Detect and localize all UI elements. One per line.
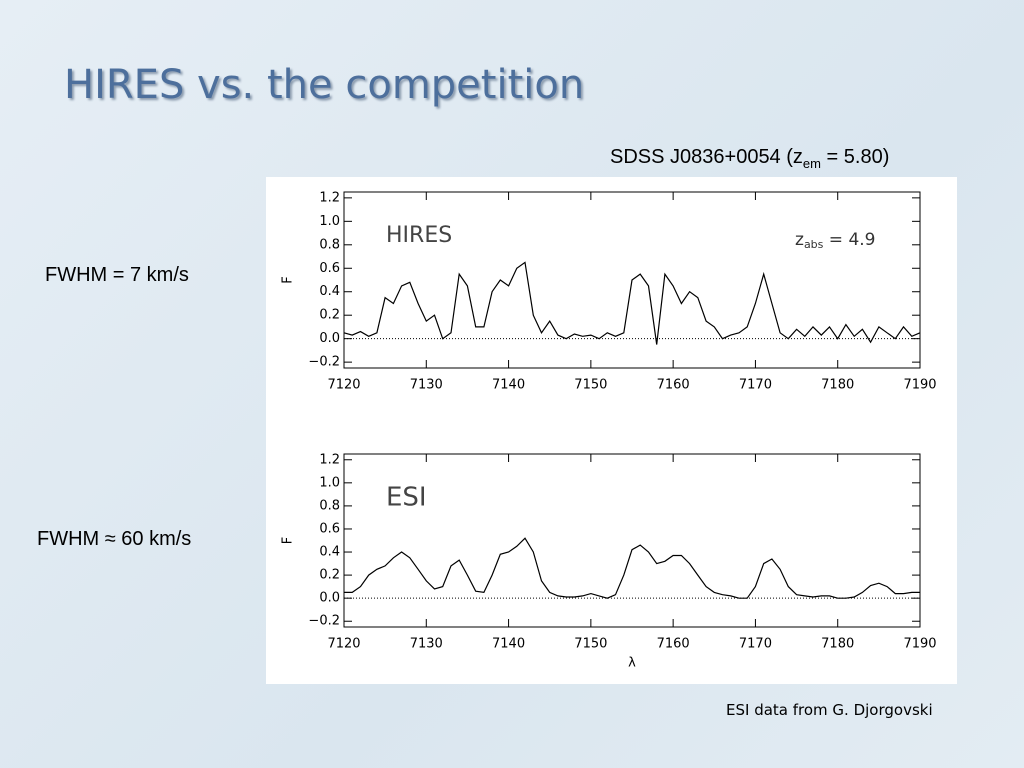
x-tick-label: 7130 [410,637,443,652]
x-tick-label: 7120 [327,378,360,393]
y-tick-label: 0.0 [319,331,340,346]
annotation-value: = 4.9 [823,230,875,250]
hires-resolution: FWHM = 7 km/s [45,264,189,286]
x-tick-label: 7170 [739,637,772,652]
y-tick-label: 0.8 [319,237,340,252]
y-tick-label: 0.2 [319,568,340,583]
plot-frame [343,191,921,369]
y-tick-label: 0.6 [319,521,340,536]
y-tick-label: 0.6 [319,261,340,276]
credit: ESI data from G. Djorgovski [726,701,933,719]
x-tick-label: 7140 [492,378,525,393]
object-subscript: em [802,156,821,171]
figure-panel [266,177,957,684]
y-tick-label: 1.2 [319,190,340,205]
x-tick-label: 7160 [657,637,690,652]
panel-label: ESI [386,483,427,513]
y-tick-label: 0.2 [319,308,340,323]
annotation-subscript: abs [804,238,824,251]
x-tick-label: 7150 [574,378,607,393]
object-redshift: = 5.80) [820,146,890,168]
object-name: SDSS J0836+0054 (z [610,146,803,168]
y-tick-label: 1.2 [319,452,340,467]
y-tick-label: 0.0 [319,591,340,606]
esi-resolution: FWHM ≈ 60 km/s [37,528,192,550]
spectrum-line [344,537,920,599]
y-axis-label: F [281,276,296,283]
x-tick-label: 7180 [821,378,854,393]
y-tick-label: 1.0 [319,214,340,229]
spectrum-line [343,261,921,345]
y-tick-label: 1.0 [319,475,340,490]
annotation: zabs = 4.9 [795,230,876,251]
y-tick-label: 0.4 [319,545,340,560]
x-tick-label: 7150 [574,637,607,652]
panel-label: HIRES [386,223,452,248]
x-tick-label: 7160 [657,378,690,393]
y-tick-label: −0.2 [308,614,340,629]
y-tick-label: 0.8 [319,498,340,513]
y-axis-label: F [281,537,296,544]
object-heading: SDSS J0836+0054 (zem = 5.80) [610,146,889,171]
y-tick-label: −0.2 [308,355,340,370]
x-tick-label: 7180 [821,637,854,652]
x-tick-label: 7190 [903,378,936,393]
annotation-text: z [795,230,804,250]
x-tick-label: 7170 [739,378,772,393]
x-tick-label: 7190 [903,637,936,652]
x-tick-label: 7120 [327,637,360,652]
x-axis-label: λ [628,656,636,671]
x-tick-label: 7130 [410,378,443,393]
y-tick-label: 0.4 [319,284,340,299]
plot-frame [343,453,921,628]
slide-title: HIRES vs. the competition [64,62,585,108]
x-tick-label: 7140 [492,637,525,652]
